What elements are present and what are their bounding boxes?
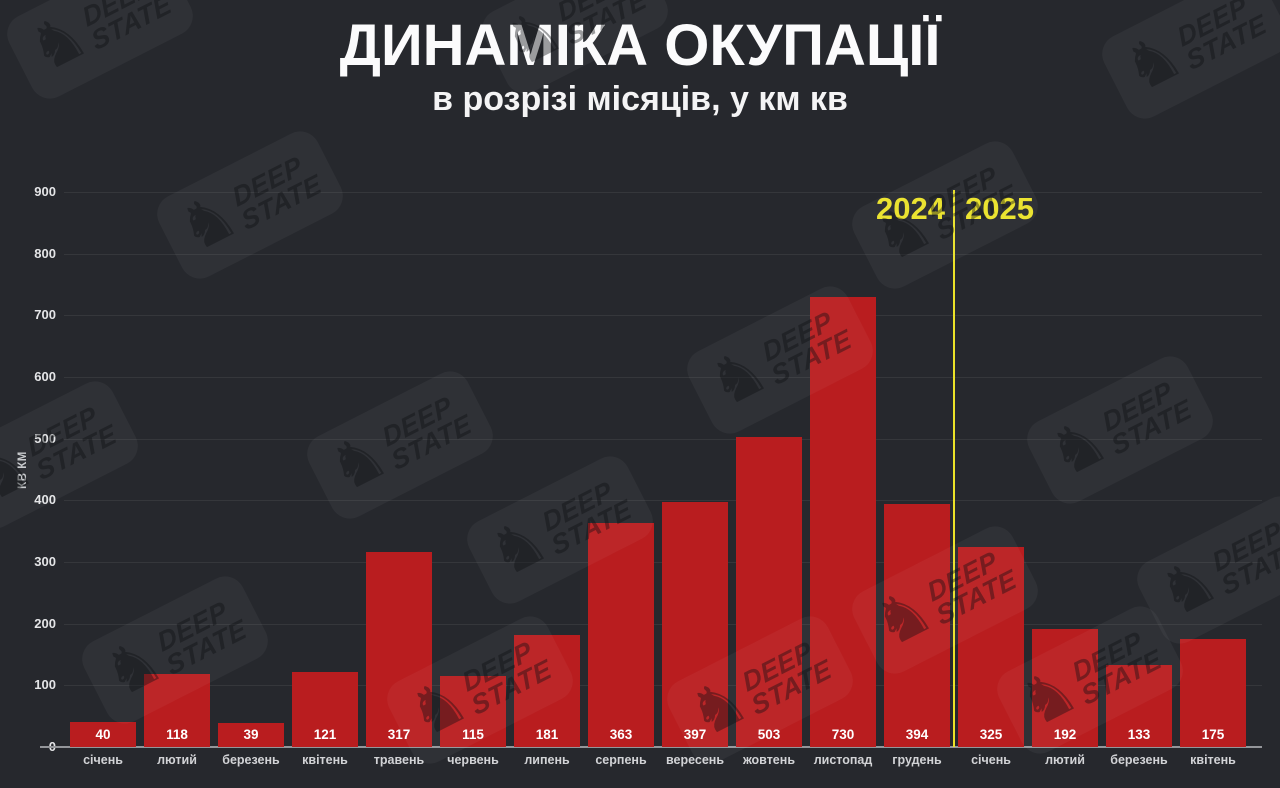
- bar-value-label: 363: [609, 727, 633, 742]
- y-tick-label-500: 500: [34, 431, 56, 446]
- bar-value-label: 115: [462, 727, 484, 742]
- bar-11-листопад: 730: [810, 297, 876, 747]
- gridline-400: [64, 500, 1262, 501]
- bar-2-лютий: 118: [144, 674, 210, 747]
- bar-value-label: 325: [979, 727, 1003, 742]
- y-tick-label-800: 800: [34, 246, 56, 261]
- bar-value-label: 192: [1053, 727, 1077, 742]
- bar-14-лютий: 192: [1032, 629, 1098, 747]
- month-label-14: лютий: [1045, 753, 1085, 767]
- chart-header: ДИНАМІКА ОКУПАЦІЇ в розрізі місяців, у к…: [0, 14, 1280, 119]
- bar-9-вересень: 397: [662, 502, 728, 747]
- bar-5-травень: 317: [366, 552, 432, 747]
- year-label-2025: 2025: [965, 191, 1034, 226]
- month-label-8: серпень: [595, 753, 647, 767]
- bar-value-label: 394: [905, 727, 929, 742]
- bar-value-label: 317: [387, 727, 411, 742]
- year-label-2024: 2024: [876, 191, 945, 226]
- y-tick-label-100: 100: [34, 677, 56, 692]
- month-label-13: січень: [971, 753, 1011, 767]
- gridline-700: [64, 315, 1262, 316]
- bar-value-label: 503: [757, 727, 781, 742]
- month-label-7: липень: [524, 753, 570, 767]
- bar-value-label: 181: [535, 727, 559, 742]
- page-title: ДИНАМІКА ОКУПАЦІЇ: [339, 13, 941, 78]
- month-label-2: лютий: [157, 753, 197, 767]
- bar-value-label: 121: [313, 727, 337, 742]
- month-label-11: листопад: [813, 753, 873, 767]
- bar-value-label: 175: [1201, 727, 1225, 742]
- x-axis-line: [40, 746, 1262, 748]
- bar-16-квітень: 175: [1180, 639, 1246, 747]
- y-tick-label-600: 600: [34, 369, 56, 384]
- bar-1-січень: 40: [70, 722, 136, 747]
- gridline-600: [64, 377, 1262, 378]
- gridline-500: [64, 439, 1262, 440]
- bar-13-січень: 325: [958, 547, 1024, 747]
- gridline-800: [64, 254, 1262, 255]
- month-label-10: жовтень: [742, 753, 795, 767]
- y-tick-label-400: 400: [34, 492, 56, 507]
- y-axis-title: КВ КМ: [17, 451, 29, 489]
- month-label-16: квітень: [1190, 753, 1236, 767]
- month-label-5: травень: [373, 753, 425, 767]
- bar-value-label: 397: [683, 727, 707, 742]
- bar-value-label: 133: [1127, 727, 1151, 742]
- bar-value-label: 39: [243, 727, 259, 742]
- bar-value-label: 730: [831, 727, 855, 742]
- y-tick-label-700: 700: [34, 307, 56, 322]
- bar-6-червень: 115: [440, 676, 506, 747]
- bar-value-label: 40: [95, 727, 111, 742]
- gridline-900: [64, 192, 1262, 193]
- bar-7-липень: 181: [514, 635, 580, 747]
- year-divider-line: [953, 190, 955, 747]
- month-label-12: грудень: [892, 753, 942, 767]
- month-label-9: вересень: [665, 753, 725, 767]
- bar-3-березень: 39: [218, 723, 284, 747]
- bar-12-грудень: 394: [884, 504, 950, 747]
- bar-15-березень: 133: [1106, 665, 1172, 747]
- page-subtitle: в розрізі місяців, у км кв: [432, 79, 848, 118]
- bar-10-жовтень: 503: [736, 437, 802, 747]
- bar-8-серпень: 363: [588, 523, 654, 747]
- y-tick-label-900: 900: [34, 184, 56, 199]
- y-tick-label-300: 300: [34, 554, 56, 569]
- bar-4-квітень: 121: [292, 672, 358, 747]
- month-label-6: червень: [447, 753, 499, 767]
- month-label-1: січень: [83, 753, 123, 767]
- month-label-15: березень: [1110, 753, 1168, 767]
- y-tick-label-200: 200: [34, 616, 56, 631]
- month-label-3: березень: [222, 753, 280, 767]
- bar-value-label: 118: [166, 727, 188, 742]
- month-label-4: квітень: [302, 753, 348, 767]
